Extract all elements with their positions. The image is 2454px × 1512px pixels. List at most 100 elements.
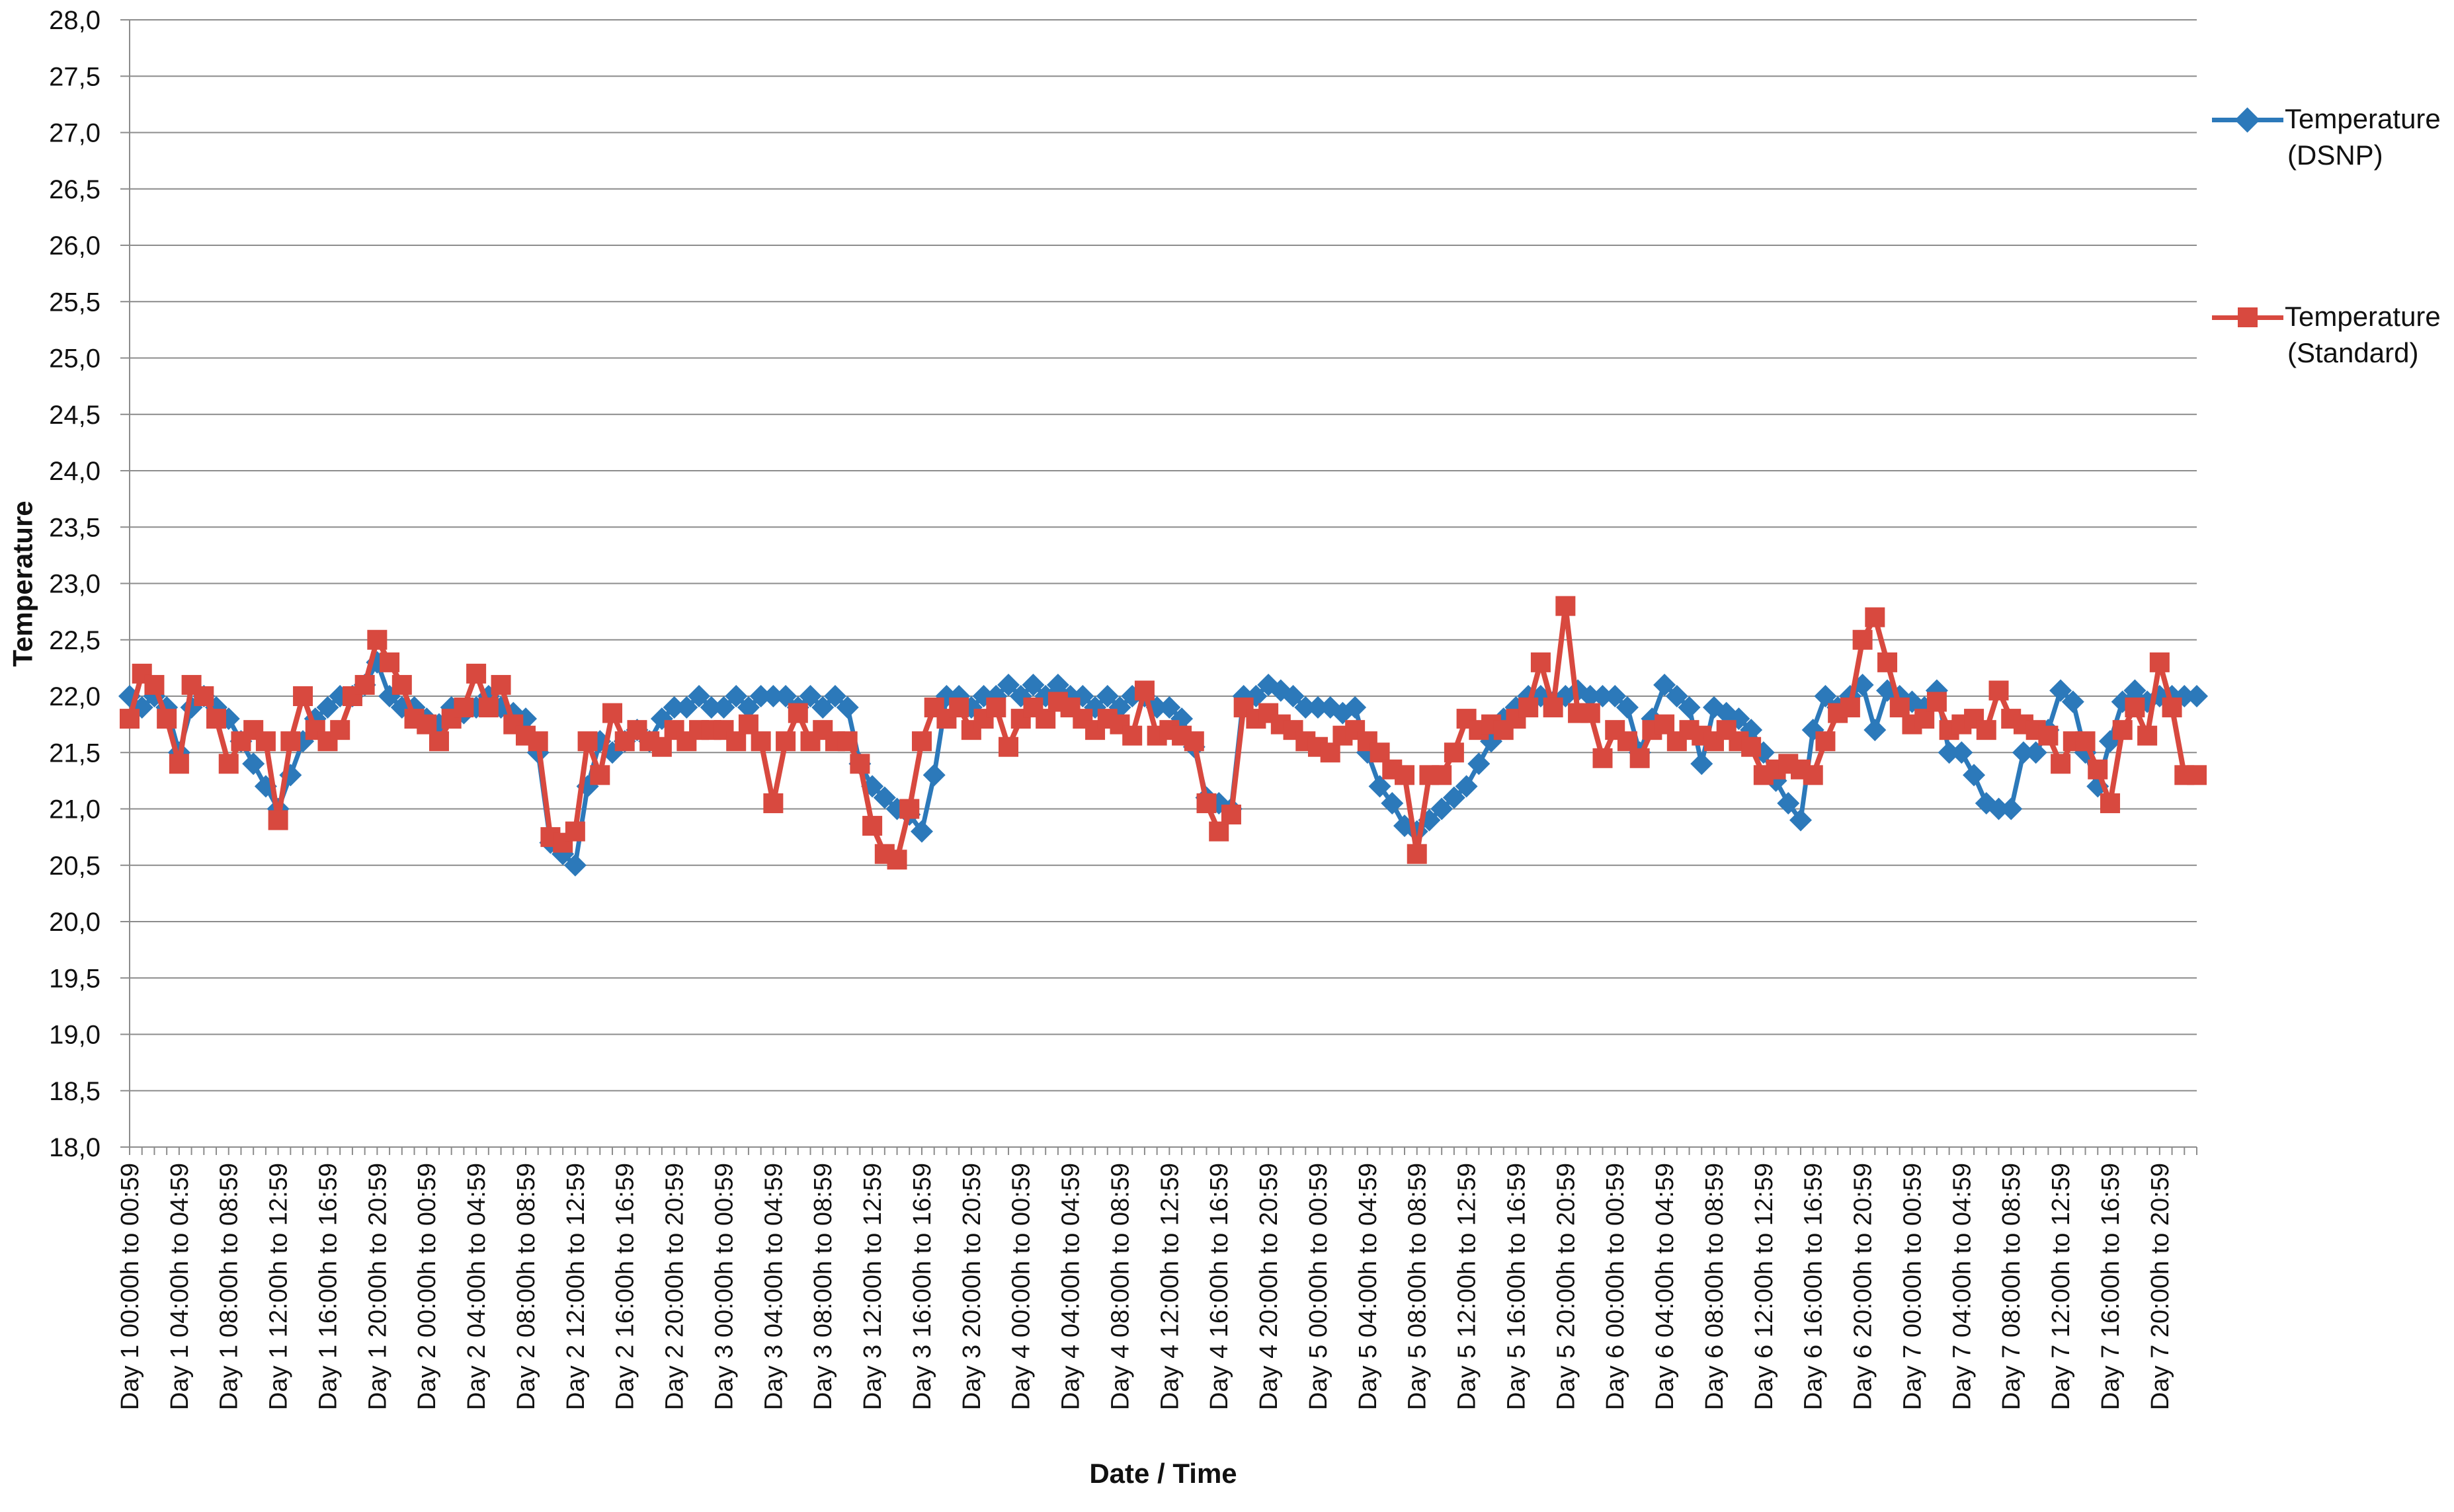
x-tick-label: Day 1 20:00h to 20:59 [364,1163,391,1410]
data-point-diamond [811,696,835,719]
data-point-square [565,821,585,842]
data-point-diamond [873,786,896,809]
data-point-diamond [1344,696,1367,719]
data-point-square [577,731,598,752]
data-point-diamond [1467,752,1491,776]
legend-label-dsnp: Temperature (DSNP) [2285,103,2441,171]
data-point-square [862,816,883,836]
data-point-diamond [2012,741,2035,764]
data-point-square [651,736,672,757]
data-point-square [429,731,449,752]
data-point-diamond [675,696,698,719]
x-tick-label: Day 5 00:00h to 00:59 [1305,1163,1332,1410]
x-tick-label: Day 6 20:00h to 20:59 [1850,1163,1877,1410]
data-point-square [454,697,474,718]
x-tick-label: Day 5 04:00h to 04:59 [1354,1163,1382,1410]
data-point-square [218,754,239,774]
data-point-diamond [2061,690,2084,713]
data-point-square [788,703,808,723]
y-tick-label: 23,0 [49,570,101,599]
x-tick-label: Day 3 20:00h to 20:59 [958,1163,986,1410]
data-point-diamond [1294,696,1317,719]
data-point-square [1617,731,1637,752]
data-point-diamond [774,685,798,707]
data-point-square [1741,736,1762,757]
x-tick-label: Day 7 20:00h to 20:59 [2147,1163,2174,1410]
x-tick-label: Day 2 12:00h to 12:59 [562,1163,590,1410]
x-tick-label: Day 6 04:00h to 04:59 [1651,1163,1679,1410]
data-point-square [999,736,1019,757]
data-point-square [2075,731,2096,752]
data-point-diamond [1863,719,1887,742]
data-point-diamond [799,685,822,707]
data-point-diamond [1604,685,1627,707]
data-point-diamond [1690,752,1713,776]
data-point-square [1209,821,1229,842]
data-point-square [949,697,969,718]
data-point-square [120,709,140,729]
data-point-diamond [1665,685,1688,707]
data-point-square [850,754,870,774]
data-point-square [1852,629,1873,650]
data-point-square [899,799,920,819]
data-point-diamond [749,685,772,707]
data-point-square [602,703,623,723]
x-tick-label: Day 3 12:00h to 12:59 [859,1163,887,1410]
y-tick-label: 24,0 [49,457,101,486]
data-point-diamond [725,685,748,707]
y-tick-label: 20,5 [49,852,101,881]
x-tick-label: Day 7 08:00h to 08:59 [1998,1163,2025,1410]
x-tick-label: Day 1 16:00h to 16:59 [314,1163,342,1410]
data-point-square [1555,596,1576,616]
data-point-square [1184,731,1204,752]
data-point-square [1840,697,1860,718]
data-point-square [887,850,907,870]
data-point-square [726,731,747,752]
data-point-square [417,714,437,735]
x-tick-label: Day 4 08:00h to 08:59 [1106,1163,1134,1410]
x-tick-label: Day 3 16:00h to 16:59 [909,1163,936,1410]
data-point-square [1592,748,1613,768]
y-tick-label: 26,5 [49,175,101,204]
legend-item-dsnp: Temperature (DSNP) [2212,100,2454,174]
x-tick-label: Day 4 16:00h to 16:59 [1206,1163,1233,1410]
data-point-square [2137,725,2158,746]
data-point-square [491,674,511,695]
data-point-square [1976,720,1996,740]
x-tick-label: Day 7 12:00h to 12:59 [2047,1163,2075,1410]
x-tick-label: Day 7 00:00h to 00:59 [1899,1163,1926,1410]
y-tick-label: 26,0 [49,231,101,260]
x-tick-label: Day 6 16:00h to 16:59 [1800,1163,1828,1410]
data-point-diamond [2000,797,2023,820]
data-point-diamond [1442,786,1465,809]
data-point-square [157,709,177,729]
data-point-square [1407,844,1427,864]
data-point-diamond [997,673,1020,696]
legend-label-standard: Temperature (Standard) [2285,300,2441,369]
x-tick-label: Day 2 00:00h to 00:59 [413,1163,441,1410]
data-point-square [330,720,350,740]
legend-item-standard: Temperature (Standard) [2212,298,2454,372]
data-point-square [1221,805,1241,825]
data-point-square [911,731,932,752]
data-point-square [590,765,610,785]
x-tick-label: Day 1 08:00h to 08:59 [216,1163,243,1410]
data-point-square [466,663,487,684]
x-tick-label: Day 6 08:00h to 08:59 [1701,1163,1729,1410]
data-point-square [206,709,227,729]
x-tick-label: Day 2 08:00h to 08:59 [512,1163,540,1410]
x-tick-label: Day 1 12:00h to 12:59 [265,1163,293,1410]
data-point-square [1530,652,1551,672]
data-point-square [2038,725,2059,746]
data-point-square [354,674,375,695]
data-point-diamond [712,696,735,719]
data-point-square [1543,697,1563,718]
data-point-diamond [316,696,339,719]
data-point-square [1865,607,1885,627]
data-point-square [255,731,276,752]
x-tick-label: Day 2 04:00h to 04:59 [463,1163,491,1410]
x-tick-label: Day 1 04:00h to 04:59 [166,1163,194,1410]
data-point-diamond [823,685,846,707]
data-point-diamond [762,685,785,707]
y-tick-label: 25,5 [49,288,101,317]
